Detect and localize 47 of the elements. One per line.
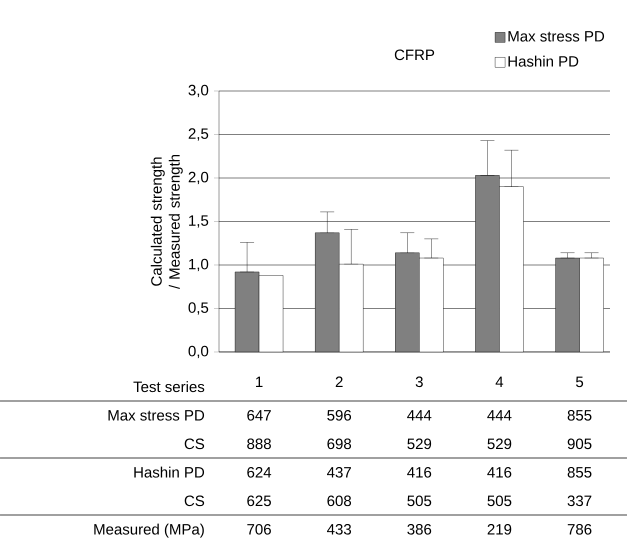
y-axis-title: Calculated strength / Measured strength [150, 154, 183, 290]
y-tick-label: 2,5 [188, 128, 208, 141]
text: 444 [407, 410, 432, 420]
text: 855 [568, 467, 592, 478]
text: 698 [327, 438, 352, 450]
text: 647 [247, 410, 271, 421]
text: 596 [327, 410, 352, 421]
text: Hashin PD [134, 466, 204, 478]
text: 444 [487, 410, 512, 420]
y-tick-label: 1,5 [189, 215, 208, 228]
text: 337 [568, 496, 592, 506]
y-tick-label: 0,0 [188, 346, 208, 358]
text: 855 [568, 410, 592, 421]
y-tick-label: 2,0 [188, 172, 208, 184]
y-tick-label: 0,5 [188, 302, 208, 315]
text: 386 [407, 524, 432, 535]
text: 625 [247, 496, 271, 506]
x-tick-label: 1 [256, 376, 262, 387]
text: 416 [407, 467, 432, 478]
chart-title: CFRP [394, 50, 434, 60]
x-axis-title: Test series [133, 381, 204, 392]
text: 786 [568, 524, 592, 535]
text: 608 [327, 496, 352, 506]
text: Measured (MPa) [94, 524, 204, 538]
x-tick-label: 3 [416, 376, 423, 388]
text: 433 [327, 524, 352, 535]
text: 219 [488, 524, 512, 535]
legend-label: Hashin PD [508, 56, 578, 67]
text: Max stress PD [108, 410, 204, 421]
x-tick-label: 5 [576, 376, 584, 388]
text: 505 [407, 496, 432, 506]
text: CS [184, 438, 204, 450]
x-tick-label: 2 [336, 376, 343, 387]
y-tick-label: 3,0 [188, 84, 208, 98]
text: 624 [247, 467, 272, 478]
text: CS [184, 496, 204, 506]
x-tick-label: 4 [496, 376, 504, 387]
text: 505 [488, 496, 512, 506]
text: 706 [247, 524, 271, 535]
text: 529 [407, 438, 432, 450]
y-tick-label: 1,0 [189, 258, 208, 272]
text: 416 [487, 467, 512, 478]
text: 888 [247, 438, 271, 450]
text: 529 [488, 438, 512, 450]
legend-label: Max stress PD [508, 31, 604, 42]
text: 437 [327, 467, 351, 478]
text: 905 [568, 438, 592, 450]
